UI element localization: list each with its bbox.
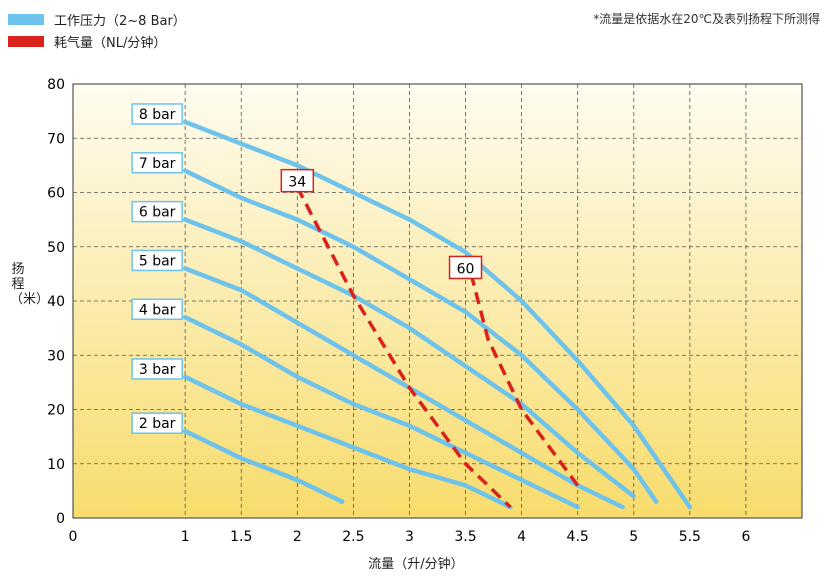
y-tick-label: 80	[47, 77, 65, 93]
pressure-label: 8 bar	[139, 107, 176, 123]
grid	[73, 84, 802, 518]
x-tick-label: 4	[517, 529, 526, 545]
y-tick-label: 70	[47, 131, 65, 147]
x-tick-label: 6	[741, 529, 750, 545]
pressure-label-box	[131, 200, 183, 223]
pressure-label-box	[131, 152, 183, 174]
x-tick-label: 3.5	[454, 529, 476, 545]
x-tick-label: 1	[181, 529, 190, 545]
y-axis-label: 扬程（米）	[10, 262, 50, 307]
pressure-curve	[182, 428, 345, 504]
pressure-label-box	[131, 249, 183, 272]
pressure-curve	[182, 315, 580, 510]
air-label-box	[280, 168, 315, 193]
pressure-label-box	[131, 412, 183, 434]
x-tick-label: 0	[69, 529, 78, 545]
pressure-label-box	[131, 103, 183, 125]
air-swatch	[8, 35, 44, 47]
y-tick-label: 20	[47, 403, 65, 419]
x-tick-label: 3	[405, 529, 414, 545]
legend-label-air: 耗气量（NL/分钟）	[54, 35, 167, 51]
x-tick-label: 1.5	[230, 529, 252, 545]
pressure-curve	[182, 374, 513, 510]
y-tick-label: 60	[47, 186, 65, 202]
x-tick-label: 2	[293, 529, 302, 545]
pressure-label: 4 bar	[139, 302, 176, 318]
y-tick-label: 50	[47, 240, 65, 256]
y-tick-label: 10	[47, 457, 65, 473]
pressure-curves	[182, 119, 693, 510]
pressure-label-box	[131, 298, 183, 321]
y-tick-label: 0	[56, 511, 65, 527]
pressure-curve	[182, 168, 659, 504]
y-tick-label: 30	[47, 348, 65, 364]
pressure-curve	[182, 119, 693, 510]
pressure-swatch	[8, 13, 44, 25]
air-label: 34	[288, 175, 306, 191]
air-label: 60	[457, 261, 475, 277]
pressure-label: 2 bar	[139, 416, 176, 432]
air-consumption-curve	[469, 273, 580, 487]
air-consumption-curve	[295, 186, 512, 509]
x-ticks: 0 1 1.5 2 2.5 3 3.5 4 4.5 5 5.5 6	[69, 529, 751, 545]
y-tick-label: 40	[47, 294, 65, 310]
x-tick-label: 5.5	[679, 529, 701, 545]
x-tick-label: 4.5	[567, 529, 589, 545]
legend-label-pressure: 工作压力（2~8 Bar）	[54, 13, 186, 29]
x-tick-label: 2.5	[342, 529, 364, 545]
pressure-label: 7 bar	[139, 156, 176, 172]
air-consumption-curves	[295, 186, 580, 509]
pressure-label: 3 bar	[139, 362, 176, 378]
air-label-box	[448, 255, 483, 280]
pressure-label: 5 bar	[139, 253, 176, 269]
y-ticks: 0 10 20 30 40 50 60 70 80	[47, 77, 65, 527]
legend-item-pressure: 工作压力（2~8 Bar）	[8, 8, 186, 30]
pressure-label: 6 bar	[139, 205, 176, 221]
x-tick-label: 5	[629, 529, 638, 545]
curve-labels: 2 bar 3 bar 4 bar 5 bar 6 bar 7 bar 8 bar 34 60	[131, 103, 483, 434]
legend: 工作压力（2~8 Bar） 耗气量（NL/分钟）	[8, 8, 186, 52]
pressure-curve	[182, 217, 637, 499]
legend-item-air: 耗气量（NL/分钟）	[8, 30, 186, 52]
measurement-note: *流量是依据水在20℃及表列扬程下所测得	[593, 12, 820, 26]
pressure-label-box	[131, 358, 183, 380]
x-axis-label: 流量（升/分钟）	[368, 557, 464, 572]
